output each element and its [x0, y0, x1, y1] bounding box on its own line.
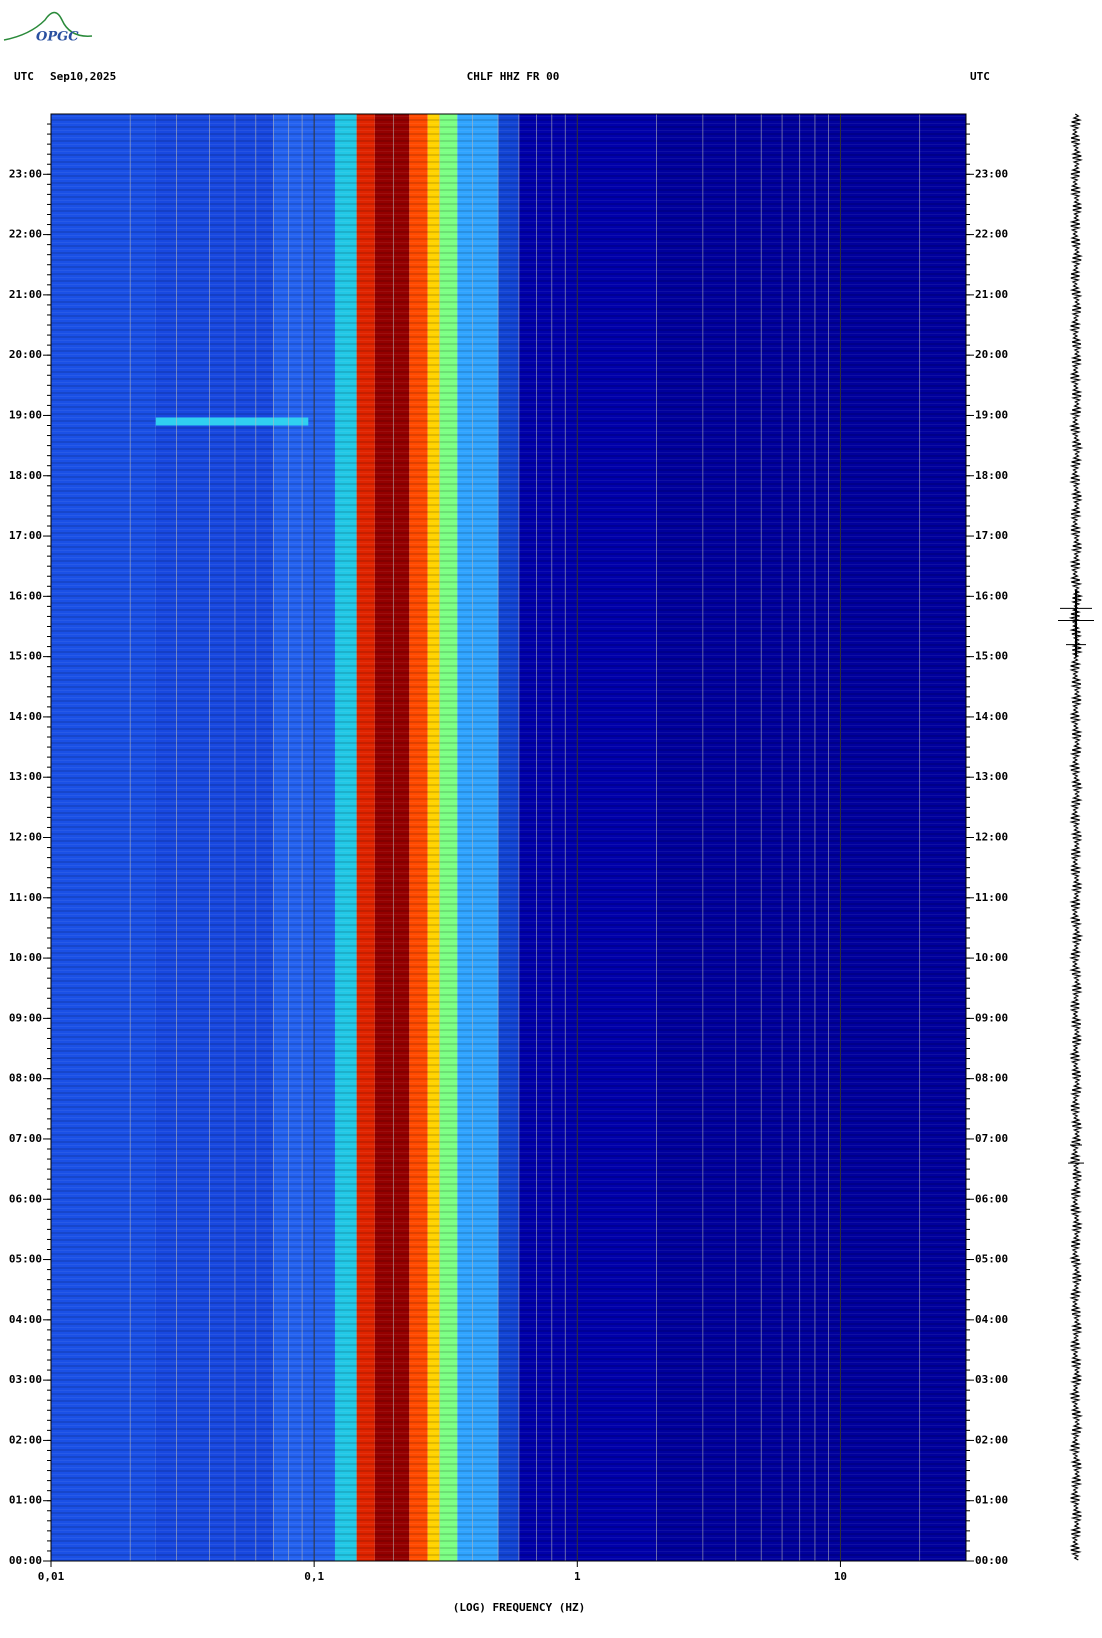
header-zone: UTC	[970, 70, 990, 83]
y-tick-label: 06:00	[975, 1192, 1008, 1205]
y-tick-label: 13:00	[9, 770, 42, 783]
y-tick-label: 04:00	[975, 1313, 1008, 1326]
plot: 0,01 0,1 1 10 00:00 00:00 01:00 01:00 02:00 02:00…	[9, 113, 1008, 1583]
y-tick-label: 20:00	[975, 348, 1008, 361]
texture	[51, 114, 966, 1561]
y-tick-label: 06:00	[9, 1192, 42, 1205]
y-tick-label: 22:00	[975, 228, 1008, 241]
y-tick-label: 16:00	[975, 589, 1008, 602]
y-tick-label: 02:00	[9, 1433, 42, 1446]
plot-frame	[50, 113, 967, 1562]
y-tick-label: 03:00	[9, 1373, 42, 1386]
y-tick-label: 15:00	[9, 650, 42, 663]
x-tick-label: 0,1	[304, 1570, 324, 1583]
y-tick-label: 12:00	[9, 831, 42, 844]
y-tick-label: 01:00	[9, 1494, 42, 1507]
y-tick-label: 19:00	[9, 408, 42, 421]
x-tick-label: 0,01	[38, 1570, 65, 1583]
y-tick-label: 00:00	[975, 1554, 1008, 1567]
y-tick-label: 01:00	[975, 1494, 1008, 1507]
y-tick-label: 18:00	[9, 469, 42, 482]
y-tick-label: 22:00	[9, 228, 42, 241]
y-tick-label: 21:00	[9, 288, 42, 301]
y-tick-label: 05:00	[9, 1253, 42, 1266]
y-tick-label: 02:00	[975, 1433, 1008, 1446]
y-tick-label: 00:00	[9, 1554, 42, 1567]
y-tick-label: 12:00	[975, 831, 1008, 844]
y-tick-label: 05:00	[975, 1253, 1008, 1266]
y-tick-label: 11:00	[975, 891, 1008, 904]
y-tick-label: 08:00	[975, 1072, 1008, 1085]
y-tick-label: 15:00	[975, 650, 1008, 663]
y-tick-label: 09:00	[975, 1011, 1008, 1024]
y-tick-label: 18:00	[975, 469, 1008, 482]
y-tick-label: 10:00	[9, 951, 42, 964]
y-tick-label: 14:00	[9, 710, 42, 723]
y-tick-label: 10:00	[975, 951, 1008, 964]
y-tick-label: 13:00	[975, 770, 1008, 783]
y-tick-label: 04:00	[9, 1313, 42, 1326]
logo-text: OPGC	[36, 30, 79, 45]
y-tick-label: 17:00	[9, 529, 42, 542]
y-tick-label: 09:00	[9, 1011, 42, 1024]
header-station: CHLF HHZ FR 00	[467, 70, 560, 83]
y-tick-label: 08:00	[9, 1072, 42, 1085]
y-tick-label: 21:00	[975, 288, 1008, 301]
y-tick-label: 14:00	[975, 710, 1008, 723]
x-tick-label: 10	[834, 1570, 847, 1583]
y-tick-label: 07:00	[9, 1132, 42, 1145]
header-zone: UTC	[14, 70, 34, 83]
logo: OPGC	[3, 11, 93, 45]
header-date: Sep10,2025	[50, 70, 116, 83]
y-tick-label: 23:00	[975, 167, 1008, 180]
x-axis-label: (LOG) FREQUENCY (HZ)	[453, 1601, 585, 1614]
y-tick-label: 17:00	[975, 529, 1008, 542]
y-tick-label: 23:00	[9, 167, 42, 180]
trace-line	[1068, 113, 1084, 1561]
y-tick-label: 11:00	[9, 891, 42, 904]
y-tick-label: 20:00	[9, 348, 42, 361]
seismogram-trace	[1058, 113, 1094, 1561]
y-tick-label: 03:00	[975, 1373, 1008, 1386]
event-streak	[155, 417, 309, 426]
y-tick-label: 19:00	[975, 408, 1008, 421]
y-tick-label: 07:00	[975, 1132, 1008, 1145]
x-tick-label: 1	[574, 1570, 581, 1583]
y-tick-label: 16:00	[9, 589, 42, 602]
